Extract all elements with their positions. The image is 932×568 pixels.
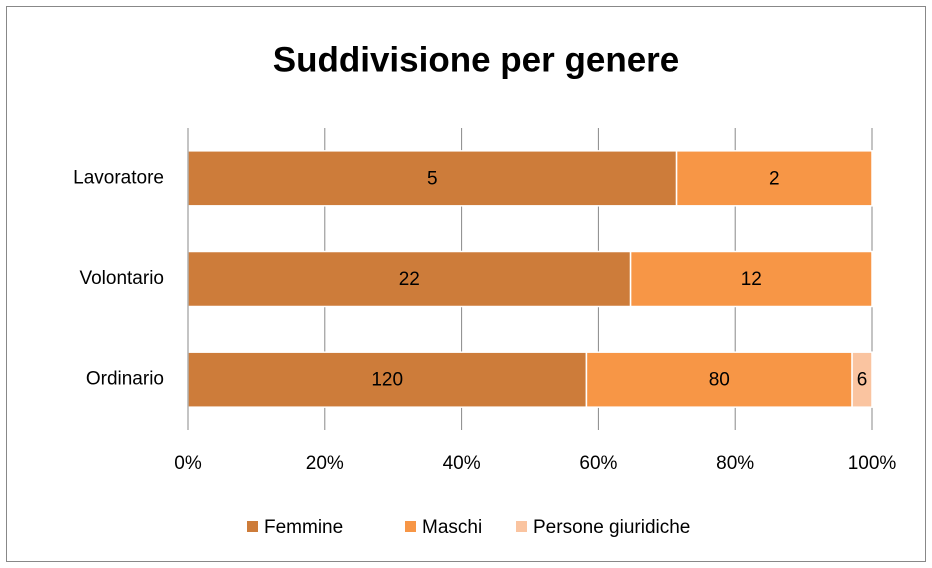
x-tick-label: 0% [174,453,202,474]
x-tick-label: 100% [848,453,897,474]
data-label: 22 [399,269,420,290]
legend-swatch [247,521,258,532]
bar-segment [629,250,873,308]
data-label: 6 [857,370,868,391]
chart-title: Suddivisione per genere [273,40,680,79]
x-tick-label: 20% [306,453,344,474]
legend-swatch [516,521,527,532]
data-label: 120 [371,370,403,391]
y-tick-label: Ordinario [86,369,164,390]
legend-swatch [405,521,416,532]
bar-segment [187,250,632,308]
bar-segment [187,351,588,408]
bar-segment [851,351,873,408]
data-label: 12 [741,269,762,290]
legend-label: Persone giuridiche [533,517,690,538]
bar-segment [585,351,853,408]
y-tick-label: Volontario [79,268,164,289]
data-label: 80 [709,370,730,391]
x-tick-label: 80% [716,453,754,474]
x-tick-label: 40% [443,453,481,474]
data-label: 2 [769,168,780,189]
x-tick-label: 60% [579,453,617,474]
y-tick-label: Lavoratore [73,167,164,188]
bar-segment [675,150,873,207]
legend-label: Maschi [422,517,482,538]
data-label: 5 [427,168,438,189]
legend-label: Femmine [264,517,343,538]
